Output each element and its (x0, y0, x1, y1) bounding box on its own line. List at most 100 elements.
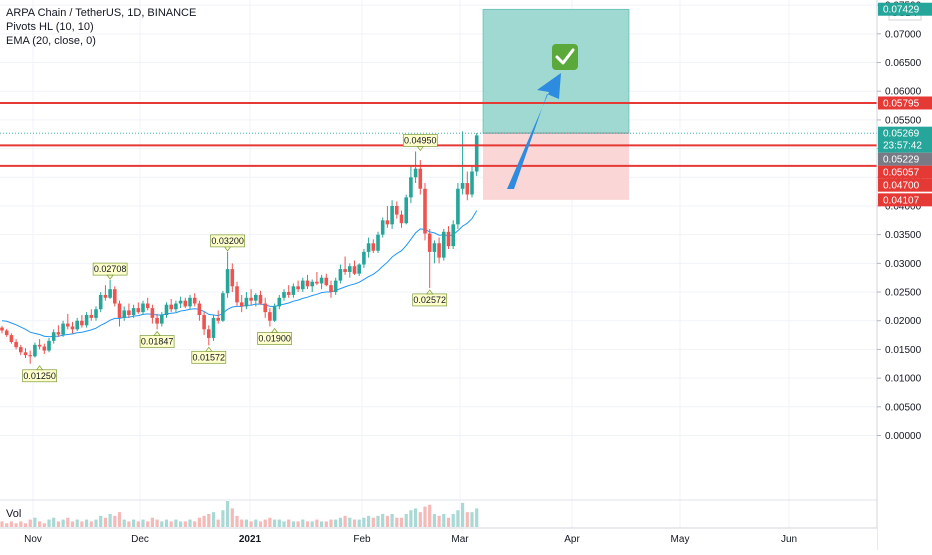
candle-body[interactable] (37, 344, 42, 347)
candle-body[interactable] (244, 297, 249, 307)
candle-body[interactable] (296, 286, 300, 290)
candle-body[interactable] (221, 293, 225, 321)
horizontal-lines[interactable] (0, 101, 877, 167)
candle-body[interactable] (164, 304, 169, 316)
candle-body[interactable] (423, 188, 427, 234)
candle-body[interactable] (324, 277, 329, 286)
candle-body[interactable] (357, 264, 361, 274)
candle-body[interactable] (427, 233, 432, 252)
candle-body[interactable] (301, 280, 305, 290)
price-label-text[interactable]: 0.05229 (883, 155, 920, 166)
candle-body[interactable] (470, 171, 474, 195)
candle-body[interactable] (127, 310, 131, 316)
candle-body[interactable] (239, 302, 244, 307)
symbol-title[interactable]: ARPA Chain / TetherUS, 1D, BINANCE (6, 7, 197, 19)
candle-body[interactable] (258, 294, 263, 304)
price-label-text[interactable]: 0.04107 (883, 195, 920, 206)
candle-body[interactable] (418, 168, 423, 189)
candle-body[interactable] (122, 310, 126, 318)
candle-body[interactable] (70, 326, 75, 330)
candle-body[interactable] (390, 205, 394, 225)
candle-body[interactable] (183, 300, 188, 307)
candle-body[interactable] (465, 183, 470, 195)
candle-body[interactable] (333, 280, 338, 293)
candle-body[interactable] (197, 303, 202, 316)
candle-body[interactable] (9, 335, 14, 342)
candle-body[interactable] (202, 315, 206, 330)
candle-body[interactable] (103, 294, 108, 298)
candle-body[interactable] (343, 269, 347, 272)
candle-body[interactable] (451, 224, 455, 247)
candle-body[interactable] (230, 269, 235, 287)
candle-body[interactable] (28, 355, 32, 357)
candle-body[interactable] (404, 197, 408, 224)
candle-body[interactable] (47, 340, 51, 351)
candle-body[interactable] (178, 300, 183, 304)
candle-body[interactable] (207, 329, 211, 338)
price-label-text[interactable]: 0.05795 (883, 98, 920, 109)
candle-body[interactable] (268, 312, 272, 321)
candle-body[interactable] (376, 234, 380, 251)
candle-body[interactable] (291, 286, 296, 295)
candle-body[interactable] (174, 303, 178, 310)
candle-body[interactable] (4, 330, 9, 336)
ema-line[interactable] (1, 210, 478, 338)
candle-body[interactable] (33, 344, 37, 357)
price-label-text[interactable]: 0.05269 (883, 129, 920, 140)
candle-body[interactable] (113, 289, 117, 304)
candle-body[interactable] (56, 332, 61, 335)
candle-body[interactable] (305, 280, 310, 287)
candle-body[interactable] (338, 269, 343, 281)
candle-body[interactable] (141, 303, 145, 313)
time-axis[interactable]: Nov Dec 2021 Feb Mar Apr May Jun (0, 527, 877, 550)
candle-body[interactable] (409, 177, 413, 198)
candle-body[interactable] (51, 332, 56, 341)
candle-body[interactable] (188, 297, 192, 307)
candle-body[interactable] (145, 303, 150, 309)
candle-body[interactable] (80, 320, 84, 326)
candle-body[interactable] (225, 269, 230, 294)
candle-body[interactable] (437, 243, 441, 258)
price-axis[interactable]: 0.085000.080000.075000.070000.065000.060… (876, 0, 932, 550)
candle-body[interactable] (131, 308, 136, 316)
candle-body[interactable] (117, 303, 122, 318)
candle-body[interactable] (0, 327, 4, 331)
candle-body[interactable] (216, 317, 220, 321)
candle-body[interactable] (272, 306, 277, 321)
candle-body[interactable] (432, 243, 437, 252)
candle-body[interactable] (315, 281, 319, 284)
candle-body[interactable] (348, 266, 352, 272)
candle-body[interactable] (395, 205, 399, 215)
candle-body[interactable] (310, 281, 314, 287)
candle-body[interactable] (169, 304, 173, 310)
candle-body[interactable] (456, 188, 460, 225)
candle-body[interactable] (474, 135, 479, 172)
candle-body[interactable] (89, 315, 94, 318)
candle-body[interactable] (84, 315, 89, 326)
candle-body[interactable] (286, 292, 291, 295)
candle-body[interactable] (362, 251, 366, 265)
candle-body[interactable] (329, 285, 333, 293)
candle-body[interactable] (211, 317, 216, 338)
candle-body[interactable] (446, 231, 451, 247)
pivots-indicator-label[interactable]: Pivots HL (10, 10) (6, 21, 94, 33)
candle-body[interactable] (160, 315, 164, 324)
candle-body[interactable] (249, 297, 253, 301)
candle-body[interactable] (460, 183, 465, 189)
volume-label[interactable]: Vol (6, 508, 22, 520)
candle-body[interactable] (413, 168, 418, 178)
price-label-text[interactable]: 0.05057 (883, 168, 920, 179)
price-label-text[interactable]: 0.04700 (883, 181, 920, 192)
candle-body[interactable] (42, 346, 47, 351)
candle-body[interactable] (61, 323, 65, 335)
target-zone[interactable] (482, 8, 630, 134)
candle-body[interactable] (66, 323, 70, 327)
candle-body[interactable] (108, 289, 112, 298)
candle-body[interactable] (19, 347, 23, 353)
candle-body[interactable] (352, 266, 357, 274)
price-label-text[interactable]: 0.07429 (883, 5, 920, 16)
candle-body[interactable] (380, 220, 385, 235)
candle-body[interactable] (254, 294, 258, 301)
candle-body[interactable] (385, 220, 390, 225)
